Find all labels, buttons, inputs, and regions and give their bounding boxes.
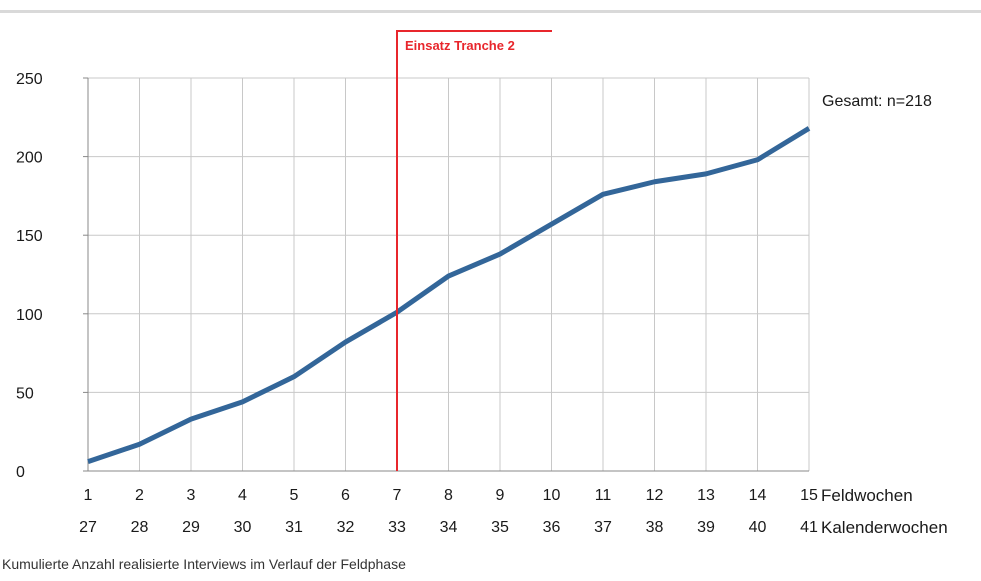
x-tick-label: 7	[393, 487, 402, 504]
x-tick-label: 4	[238, 487, 247, 504]
y-tick-label: 150	[16, 228, 43, 245]
x-tick-label-secondary: 36	[543, 519, 561, 536]
x-tick-label: 5	[290, 487, 299, 504]
x-tick-label-secondary: 32	[337, 519, 355, 536]
x-tick-label: 6	[341, 487, 350, 504]
x-tick-label-secondary: 37	[594, 519, 612, 536]
y-tick-label: 50	[16, 385, 34, 402]
x-tick-label-secondary: 41	[800, 519, 818, 536]
x-tick-label-secondary: 34	[440, 519, 458, 536]
y-tick-label: 250	[16, 71, 43, 88]
x-tick-label-secondary: 35	[491, 519, 509, 536]
y-tick-label: 0	[16, 464, 25, 481]
x-axis-label: Feldwochen	[821, 486, 913, 505]
x-tick-label: 10	[543, 487, 561, 504]
chart-caption: Kumulierte Anzahl realisierte Interviews…	[2, 556, 406, 572]
x-tick-label-secondary: 39	[697, 519, 715, 536]
x-tick-label-secondary: 27	[79, 519, 97, 536]
top-divider	[0, 10, 981, 13]
x-tick-label: 11	[595, 487, 612, 504]
x-tick-label-secondary: 33	[388, 519, 406, 536]
total-label: Gesamt: n=218	[822, 93, 932, 110]
x-axis-label-secondary: Kalenderwochen	[821, 518, 948, 537]
x-tick-label: 13	[697, 487, 715, 504]
x-tick-label: 3	[187, 487, 196, 504]
axes	[83, 77, 809, 472]
series-layer	[87, 126, 811, 464]
x-tick-label-secondary: 28	[131, 519, 149, 536]
series-line	[87, 126, 811, 464]
x-tick-label-secondary: 31	[285, 519, 303, 536]
x-tick-label-secondary: 40	[749, 519, 767, 536]
x-tick-label-secondary: 30	[234, 519, 252, 536]
x-tick-label: 2	[135, 487, 144, 504]
x-tick-label: 1	[84, 487, 93, 504]
y-tick-label: 100	[16, 307, 43, 324]
x-tick-label: 8	[444, 487, 453, 504]
x-tick-label: 9	[496, 487, 505, 504]
y-tick-label: 200	[16, 150, 43, 167]
x-tick-label: 14	[749, 487, 767, 504]
tranche-label: Einsatz Tranche 2	[405, 38, 515, 53]
x-tick-label: 12	[646, 487, 664, 504]
x-tick-label-secondary: 29	[182, 519, 200, 536]
tick-labels: 0 50 100 150 200 250 1 27 2 28 3 29 4 30 5 31 6 32 7 33 8 34 9…	[16, 71, 948, 537]
annotations: Einsatz Tranche 2 Gesamt: n=218	[396, 30, 932, 471]
x-tick-label: 15	[800, 487, 818, 504]
x-tick-label-secondary: 38	[646, 519, 664, 536]
